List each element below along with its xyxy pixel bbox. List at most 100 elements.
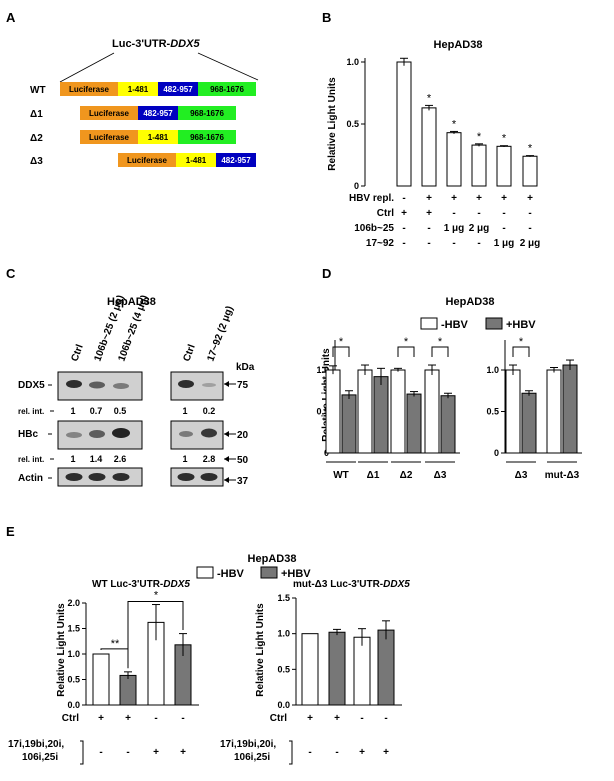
significance-star: * [154, 589, 159, 601]
y-tick-label: 0.0 [67, 700, 80, 710]
condition-value: - [402, 238, 405, 249]
significance-bracket [397, 346, 415, 357]
segment-label: 1-481 [148, 133, 169, 142]
condition-value: + [426, 208, 432, 219]
condition-label: 17~92 [366, 238, 395, 249]
legend-swatch-plus [260, 566, 278, 579]
rel-int-value: 0.7 [90, 406, 103, 416]
subchart-title: mut-Δ3 Luc-3'UTR-DDX5 [293, 579, 410, 590]
row-label: DDX5 [18, 380, 45, 391]
construct-label: Δ2 [30, 133, 43, 144]
condition-bracket [80, 740, 84, 765]
y-tick-label: 1.5 [277, 593, 290, 603]
hbc-band [66, 432, 82, 438]
construct-label: WT [30, 85, 46, 96]
category-label: mut-Δ3 [545, 470, 580, 481]
bar [328, 631, 346, 706]
panel-a-constructs: Luc-3'UTR-DDX5 WT Luciferase 1-481 482-957 9… [30, 38, 259, 167]
panel-letter-c: C [6, 266, 16, 281]
y-tick-label: 0.5 [277, 664, 290, 674]
row-label: Actin [18, 473, 43, 484]
significance-star: * [452, 118, 457, 130]
bar [505, 369, 521, 454]
significance-bracket [127, 600, 184, 665]
condition-value: 1 μg [494, 238, 515, 249]
row-label: rel. int. [18, 407, 44, 416]
condition-value: - [181, 713, 184, 724]
significance-star: * [404, 336, 409, 348]
significance-star: * [339, 336, 344, 348]
marker-label: 50 [237, 455, 249, 466]
segment-label: 482-957 [143, 109, 173, 118]
y-tick-label: 0 [354, 181, 359, 191]
rel-int-value: 2.8 [203, 454, 216, 464]
panel-a-title: Luc-3'UTR-DDX5 [112, 38, 200, 50]
segment-label: Luciferase [69, 85, 110, 94]
significance-bracket [431, 346, 449, 357]
condition-label: 106i,25i [234, 752, 270, 763]
actin-band [112, 473, 130, 481]
significance-star: * [427, 92, 432, 104]
condition-value: + [476, 193, 482, 204]
condition-label: 17i,19bi,20i, [220, 739, 276, 750]
rel-int-value: 2.6 [114, 454, 127, 464]
condition-value: 1 μg [444, 223, 465, 234]
ddx5-band [66, 380, 82, 388]
y-tick-label: 1.0 [277, 629, 290, 639]
condition-value: + [426, 193, 432, 204]
legend-swatch-plus [485, 317, 503, 330]
significance-star: * [438, 336, 443, 348]
condition-value: - [528, 208, 531, 219]
marker-label: 37 [237, 476, 249, 487]
construct-label: Δ1 [30, 109, 43, 120]
legend-label: +HBV [506, 319, 536, 331]
bar [522, 155, 538, 187]
ddx5-band [178, 380, 194, 388]
category-label: Δ3 [515, 470, 528, 481]
condition-value: - [528, 223, 531, 234]
category-label: Δ3 [434, 470, 447, 481]
significance-bracket [512, 346, 530, 357]
condition-label: 17i,19bi,20i, [8, 739, 64, 750]
condition-value: + [383, 747, 389, 758]
y-tick-label: 1.0 [486, 365, 499, 375]
condition-value: + [98, 713, 104, 724]
utr-segment [118, 82, 158, 96]
ddx5-band [202, 383, 216, 387]
condition-value: + [401, 208, 407, 219]
category-label: Δ1 [367, 470, 380, 481]
condition-value: + [527, 193, 533, 204]
bar [325, 369, 341, 454]
y-tick-label: 0.5 [316, 407, 329, 417]
zoom-line-right [197, 52, 259, 81]
legend-swatch-minus [196, 566, 214, 579]
hbc-band [89, 430, 105, 438]
legend-label: +HBV [281, 568, 311, 580]
bar [373, 376, 389, 454]
panel-letter-d: D [322, 266, 331, 281]
significance-star: * [528, 143, 533, 155]
condition-value: 2 μg [520, 238, 541, 249]
legend-label: -HBV [217, 568, 245, 580]
utr-segment [138, 130, 178, 144]
bar [301, 633, 319, 706]
actin-band [88, 473, 106, 481]
bar [421, 107, 437, 187]
bar [119, 674, 137, 706]
condition-value: 2 μg [469, 223, 490, 234]
ddx5-band [113, 383, 129, 389]
chart-title: HepAD38 [434, 39, 483, 51]
bar [424, 369, 440, 454]
category-label: Δ2 [400, 470, 413, 481]
utr-segment [198, 82, 256, 96]
actin-band [65, 473, 83, 481]
condition-value: + [307, 713, 313, 724]
utr-segment [178, 106, 236, 120]
bar [440, 395, 456, 454]
panel-letter-e: E [6, 524, 15, 539]
condition-value: - [477, 208, 480, 219]
segment-label: 968-1676 [210, 85, 244, 94]
condition-value: + [180, 747, 186, 758]
bar [390, 369, 406, 454]
